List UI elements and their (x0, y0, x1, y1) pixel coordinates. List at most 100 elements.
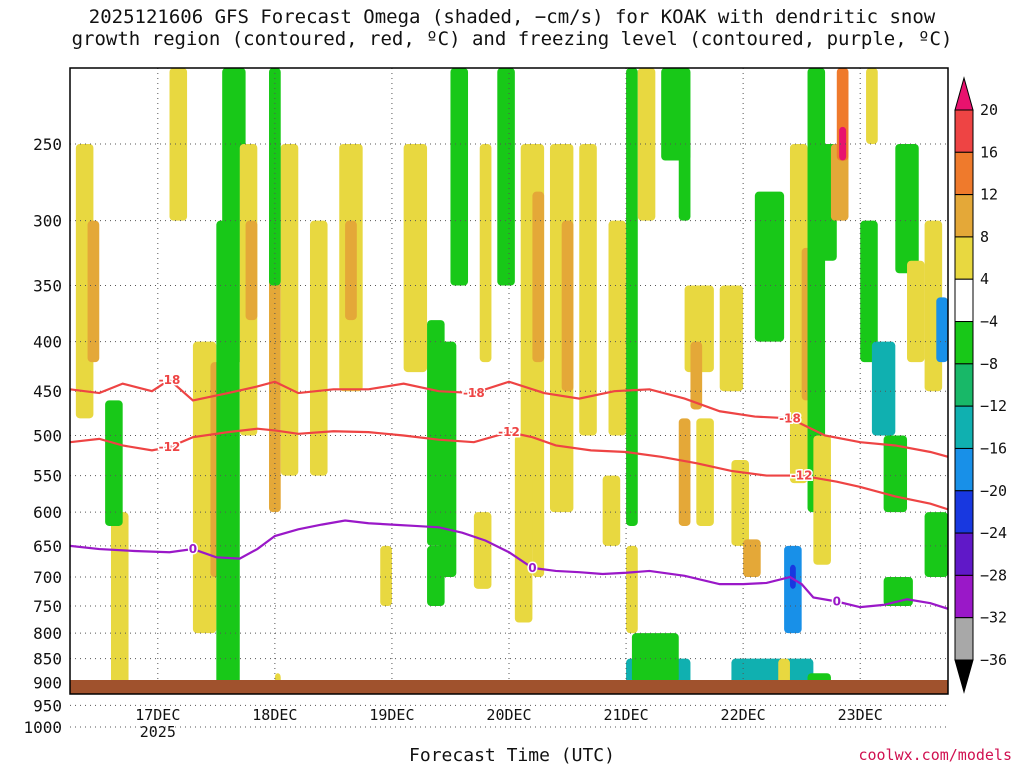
x-tick-label: 20DEC (486, 706, 531, 724)
y-tick-label: 350 (33, 277, 62, 296)
colorbar-label: −28 (980, 566, 1007, 584)
omega-patch (907, 260, 925, 363)
chart-title: 2025121606 GFS Forecast Omega (shaded, −… (0, 6, 1024, 50)
omega-patch (222, 68, 246, 363)
y-tick-label: 750 (33, 597, 62, 616)
colorbar-label: 16 (980, 143, 998, 161)
colorbar-segment (954, 363, 974, 407)
x-tick-label: 19DEC (369, 706, 414, 724)
colorbar-arrow-bottom (954, 659, 974, 694)
y-tick-label: 1000 (23, 718, 62, 737)
x-tick-sublabel: 2025 (140, 723, 176, 741)
omega-patch (403, 144, 428, 373)
y-tick-label: 400 (33, 333, 62, 352)
omega-patch (269, 68, 281, 286)
omega-patch (696, 418, 714, 526)
omega-patch (110, 512, 129, 694)
y-tick-label: 600 (33, 503, 62, 522)
contour-lines: -18 -18 -18 -12 -12 -12 0 0 0 (70, 371, 948, 610)
colorbar-label: −8 (980, 355, 998, 373)
colorbar-label: −16 (980, 439, 1007, 457)
chart-title-line1: 2025121606 GFS Forecast Omega (shaded, −… (88, 6, 936, 28)
omega-patch (678, 144, 691, 221)
colorbar-label: −32 (980, 609, 1007, 627)
omega-patch (87, 220, 100, 363)
omega-patch (169, 68, 188, 221)
omega-patch (871, 341, 896, 436)
omega-patch (719, 285, 744, 392)
omega-patch (380, 545, 392, 607)
contour-label: 0 (189, 542, 197, 556)
colorbar-label: 4 (980, 270, 989, 288)
colorbar-label: 12 (980, 186, 998, 204)
colorbar-segment (954, 236, 974, 280)
omega-patch (608, 220, 627, 436)
y-tick-label: 900 (33, 674, 62, 693)
omega-patch (514, 435, 533, 623)
omega-patch (105, 400, 123, 526)
omega-patch (866, 68, 878, 144)
colorbar-segment (954, 278, 974, 323)
colorbar-segment (954, 321, 974, 365)
colorbar-segment (954, 151, 974, 196)
x-tick-label: 17DEC (135, 706, 180, 724)
omega-patch (637, 68, 656, 221)
colorbar-segment (954, 109, 974, 153)
omega-patch (626, 545, 638, 634)
omega-patch (860, 220, 878, 363)
colorbar-arrow-top (954, 76, 974, 111)
contour-label: 0 (833, 595, 841, 609)
y-tick-label: 950 (33, 696, 62, 715)
contour-label: -18 (463, 386, 485, 400)
omega-patch (731, 460, 749, 546)
omega-patch (579, 144, 597, 436)
omega-patch (883, 435, 908, 513)
omega-patch (479, 144, 492, 363)
omega-patch (789, 564, 796, 589)
omega-patch (813, 435, 831, 565)
source-credit: coolwx.com/models (858, 746, 1012, 764)
x-tick-label: 22DEC (721, 706, 766, 724)
contour-label: -12 (791, 469, 813, 483)
y-tick-label: 700 (33, 568, 62, 587)
colorbar-label: −36 (980, 651, 1007, 669)
colorbar: 20 16 12 8 4 −4 −8 −12 −16 −20 −24 −28 −32 −36 (954, 76, 1007, 694)
omega-patch (345, 220, 357, 321)
colorbar-label: −20 (980, 482, 1007, 500)
x-tick-label: 18DEC (252, 706, 297, 724)
plot-frame (69, 67, 949, 695)
omega-shading (75, 68, 948, 694)
y-tick-label: 500 (33, 427, 62, 446)
colorbar-segment (954, 532, 974, 576)
ground-surface (70, 680, 948, 694)
contour-label: -12 (159, 440, 181, 454)
contour-label: -18 (159, 373, 181, 387)
colorbar-segment (954, 447, 974, 492)
colorbar-segment (954, 617, 974, 661)
y-tick-label: 300 (33, 212, 62, 231)
omega-patch (450, 68, 469, 286)
omega-patch (561, 220, 574, 392)
x-axis-label: Forecast Time (UTC) (409, 745, 615, 766)
omega-patch (743, 539, 761, 578)
omega-patch (895, 144, 919, 274)
colorbar-label: −24 (980, 524, 1007, 542)
colorbar-segment (954, 574, 974, 619)
omega-patch (839, 126, 847, 161)
omega-patch (936, 297, 948, 363)
omega-patch (690, 341, 703, 410)
omega-patch (497, 68, 515, 286)
y-tick-label: 850 (33, 650, 62, 669)
y-tick-label: 650 (33, 537, 62, 556)
omega-patch (473, 512, 492, 589)
omega-patch (427, 545, 445, 607)
contour-label: 0 (528, 561, 536, 575)
omega-patch (661, 68, 691, 161)
contour-line (70, 378, 948, 458)
x-tick-label: 23DEC (838, 706, 883, 724)
colorbar-segment (954, 490, 974, 534)
omega-patch (754, 191, 785, 342)
omega-patch (280, 144, 299, 476)
omega-patch (245, 220, 258, 321)
omega-patch (678, 418, 691, 526)
